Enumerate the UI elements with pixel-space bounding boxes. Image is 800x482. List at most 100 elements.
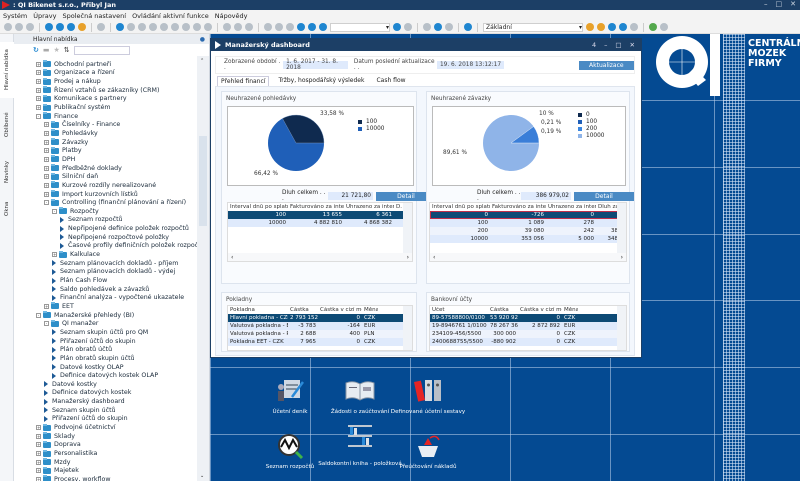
tree-item[interactable]: Seznam skupin účtů	[44, 406, 116, 415]
table-hscrollbar[interactable]: ‹ ›	[430, 253, 626, 261]
tree-folder[interactable]: + Kurzové rozdíly nerealizované	[44, 181, 156, 190]
table-row[interactable]: 10000 4 882 810 4 868 382	[228, 219, 412, 227]
tree-item[interactable]: Datové kostky OLAP	[52, 363, 124, 372]
expand-icon[interactable]: +	[44, 156, 49, 162]
tree-item[interactable]: Finanční analýza - vypočtené ukazatele	[52, 294, 184, 303]
cut-icon[interactable]	[15, 23, 23, 31]
table-row[interactable]: 89-57588800/0100 53 920 929 0 CZK	[430, 314, 626, 322]
window-icon[interactable]	[149, 23, 157, 31]
pin-icon[interactable]	[97, 23, 105, 31]
table-row[interactable]: 100 1 089 278	[430, 219, 626, 227]
palette-icon[interactable]	[586, 23, 594, 31]
close-button[interactable]: ✕	[790, 0, 796, 8]
tree-folder[interactable]: - Finance	[36, 112, 78, 121]
tree-folder[interactable]: + Předběžné doklady	[44, 164, 122, 173]
tree-folder[interactable]: + Organizace a řízení	[36, 68, 115, 78]
last-icon[interactable]	[319, 23, 327, 31]
tree-item[interactable]: Seznam rozpočtů	[60, 216, 123, 225]
tree-item[interactable]: Přiřazení účtů do skupin	[52, 337, 136, 346]
add-icon[interactable]	[223, 23, 231, 31]
globe-icon[interactable]	[78, 23, 86, 31]
table-row[interactable]: 100 13 655 6 361	[228, 211, 412, 219]
expand-icon[interactable]: +	[44, 191, 49, 197]
clear-filter-icon[interactable]	[404, 23, 412, 31]
update-button[interactable]: Aktualizace	[578, 60, 634, 70]
tree-item[interactable]: Definice datových kostek OLAP	[52, 371, 158, 380]
pin-panel-icon[interactable]: ●	[199, 35, 205, 43]
expand-icon[interactable]: +	[36, 459, 41, 465]
tree-item[interactable]: Plán obratů účtů	[52, 345, 112, 354]
paste-icon[interactable]	[26, 23, 34, 31]
collapse-icon[interactable]: -	[36, 113, 41, 119]
expand-icon[interactable]: +	[36, 451, 41, 457]
tree-item[interactable]: Seznam plánovacích dokladů - příjem	[52, 259, 178, 268]
update-field[interactable]: 19. 6. 2018 13:12:17	[436, 61, 504, 69]
tree-folder[interactable]: + Mzdy	[36, 458, 70, 467]
tile-accounting-journal[interactable]: Účetní deník	[240, 367, 340, 427]
tab-favorites[interactable]: Oblíbené	[4, 112, 10, 138]
tree-folder[interactable]: + Prodej a nákup	[36, 77, 101, 86]
tree-scrollbar[interactable]: ⌃ ⌄	[197, 56, 209, 481]
expand-icon[interactable]: +	[36, 70, 41, 76]
minimize-button[interactable]: –	[604, 41, 608, 49]
tab-main-menu[interactable]: Hlavní nabídka	[0, 42, 14, 98]
tree-item[interactable]: Plán Cash Flow	[52, 276, 107, 285]
expand-icon[interactable]: +	[52, 252, 57, 258]
tree-folder[interactable]: + Majetek	[36, 466, 79, 476]
record-icon[interactable]	[464, 23, 472, 31]
tab-finance-overview[interactable]: Přehled financí	[217, 76, 270, 86]
tree-folder[interactable]: + Kalkulace	[52, 250, 100, 259]
table-scrollbar[interactable]	[403, 306, 412, 350]
collapse-icon[interactable]: -	[52, 208, 57, 214]
expand-icon[interactable]: +	[44, 148, 49, 154]
table-row[interactable]: 19-8946761 1/0100 78 267 367 2 872 892 E…	[430, 322, 626, 330]
payables-detail-button[interactable]: Detail	[574, 191, 634, 201]
tree-folder[interactable]: + Sklady	[36, 432, 75, 441]
sort-columns-icon[interactable]	[423, 23, 431, 31]
table-scrollbar[interactable]	[617, 203, 626, 261]
expand-icon[interactable]: +	[44, 122, 49, 128]
menu-search-input[interactable]	[73, 45, 130, 55]
collapse-icon[interactable]: -	[44, 200, 49, 206]
filter-funnel-icon[interactable]	[434, 23, 442, 31]
expand-icon[interactable]: +	[36, 442, 41, 448]
filter-icon[interactable]	[393, 23, 401, 31]
maximize-button[interactable]: □	[615, 41, 622, 49]
tile-posting-requests[interactable]: Žádosti o zaúčtování	[310, 367, 410, 427]
expand-icon[interactable]: +	[36, 425, 41, 431]
stop-icon[interactable]	[204, 23, 212, 31]
grid-icon[interactable]	[619, 23, 627, 31]
expand-icon[interactable]: +	[36, 105, 41, 111]
expand-icon[interactable]: +	[36, 476, 41, 481]
profile-select[interactable]: Základní ▾	[483, 22, 583, 32]
tree-folder[interactable]: + Komunikace s partnery	[36, 94, 127, 104]
tile-cost-reallocation[interactable]: Přeúčtování nákladů	[378, 422, 478, 482]
menu-edit[interactable]: Úpravy	[33, 11, 57, 20]
star-icon[interactable]: ★	[53, 46, 60, 54]
table-row[interactable]: 10000 353 056 5 000 348	[430, 235, 626, 243]
print-icon[interactable]	[245, 23, 253, 31]
expand-icon[interactable]: +	[36, 433, 41, 439]
expand-icon[interactable]: +	[44, 165, 49, 171]
tree-item[interactable]: Manažerský dashboard	[44, 397, 125, 406]
scrollbar-thumb[interactable]	[199, 136, 207, 226]
tile-defined-reports[interactable]: Definované účetní sestavy	[378, 367, 478, 427]
prev-icon[interactable]	[286, 23, 294, 31]
table-row[interactable]: 2400688755/5500 -880 902 0 CZK	[430, 338, 626, 346]
tab-news[interactable]: Novinky	[4, 161, 10, 183]
tree-folder[interactable]: + Obchodní partneři	[36, 60, 111, 69]
settings-icon[interactable]	[660, 23, 668, 31]
tree-folder[interactable]: + Silniční daň	[44, 172, 98, 181]
receivables-detail-button[interactable]: Detail	[376, 191, 436, 201]
filter-off-icon[interactable]	[445, 23, 453, 31]
next-icon[interactable]	[297, 23, 305, 31]
table-scrollbar[interactable]	[403, 203, 412, 261]
tree-item[interactable]: Seznam plánovacích dokladů - výdej	[52, 268, 175, 277]
tree-folder[interactable]: + Číselníky - Finance	[44, 120, 120, 130]
expand-icon[interactable]: +	[36, 61, 41, 67]
prev-page-icon[interactable]	[275, 23, 283, 31]
next-page-icon[interactable]	[308, 23, 316, 31]
tree-folder[interactable]: + Procesy, workflow	[36, 475, 111, 481]
table-row[interactable]: 200 39 080 242 38	[430, 227, 626, 235]
tree-folder[interactable]: - QI manažer	[44, 319, 98, 329]
